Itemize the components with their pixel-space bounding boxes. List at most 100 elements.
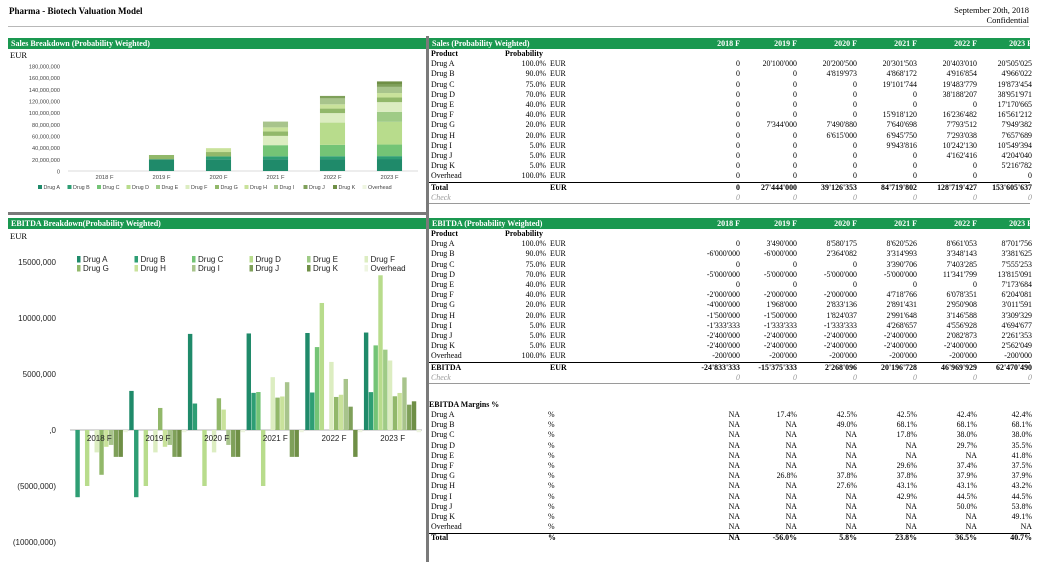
ebitda-year-header: 2023 F [1009, 219, 1032, 228]
value-cell: -2'400'000 [706, 331, 740, 340]
value-cell: 0 [853, 110, 857, 120]
value-cell: -6'000'000 [706, 249, 740, 259]
margin-value-cell: NA [728, 491, 740, 501]
ebitda-bar [240, 430, 246, 433]
x-tick-label: 2021 F [266, 175, 285, 181]
product-cell: Drug E [431, 280, 455, 289]
margin-value-cell: NA [905, 501, 917, 511]
total-value-cell: 39'126'353 [821, 182, 857, 192]
ebitda-bar [338, 394, 344, 430]
value-cell: -5'000'000 [823, 269, 857, 279]
value-cell: 0 [913, 100, 917, 109]
table-row: Drug D 70.0% EUR 0 0 0 0 38'188'207 38'951'971 [429, 89, 1032, 100]
value-cell: 0 [853, 79, 857, 89]
value-cell: 10'549'394 [997, 140, 1032, 150]
unit-cell: EUR [550, 331, 566, 340]
sales-bar-segment [319, 98, 346, 105]
ebitda-bar [167, 430, 172, 445]
margins-total-value-cell: 5.8% [839, 533, 857, 543]
probability-cell: 100.0% [521, 59, 546, 69]
product-cell: Drug G [431, 300, 455, 310]
value-cell: 6'615'000 [826, 130, 857, 140]
y-tick-label: 80,000,000 [32, 123, 60, 129]
table-row: Drug E 40.0% EUR 0 0 0 0 0 17'170'665 [429, 100, 1032, 110]
product-cell: Drug D [431, 89, 455, 99]
ebitda-bar [129, 390, 134, 430]
value-cell: 0 [793, 140, 797, 150]
ebitda-bar [284, 382, 290, 430]
value-cell: 5'216'782 [1001, 161, 1032, 171]
value-cell: 4'718'766 [886, 290, 917, 300]
total-value-cell: 62'470'490 [996, 362, 1032, 372]
x-tick-label: 2023 F [380, 434, 405, 443]
legend-swatch [156, 185, 160, 189]
margin-value-cell: 37.9% [1011, 471, 1032, 481]
unit-cell: EUR [550, 69, 566, 79]
ebitda_table-total-rule [429, 362, 1030, 364]
ebitda-bar [246, 333, 251, 430]
probability-column-header: Probability [505, 229, 543, 238]
unit-cell: EUR [550, 130, 566, 140]
margins-row: Drug J% NA NA NA NA 50.0% 53.8% [429, 501, 1032, 512]
margins-unit-cell: % [548, 481, 555, 491]
value-cell: -2'400'000 [883, 341, 917, 351]
margin-value-cell: NA [965, 512, 977, 521]
y-tick-label: 100,000,000 [29, 111, 60, 117]
value-cell: 4'966'022 [1001, 69, 1032, 79]
value-cell: 20'200'500 [822, 59, 857, 69]
ebitda-bar [416, 430, 422, 433]
margin-value-cell: NA [845, 522, 857, 532]
sales-bar-segment [205, 159, 232, 171]
legend-swatch [192, 265, 196, 272]
margins-total-value-cell: NA [728, 533, 740, 543]
value-cell: 15'918'120 [882, 110, 917, 120]
y-tick-label: 60,000,000 [32, 135, 60, 141]
value-cell: 20'505'025 [997, 59, 1032, 69]
value-cell: 20'403'010 [942, 59, 977, 69]
table-row: Drug C 75.0% EUR 0 0 0 19'101'744 19'483'779 19'… [429, 79, 1032, 90]
value-cell: 0 [793, 89, 797, 99]
value-cell: 7'173'684 [1001, 280, 1032, 289]
unit-cell: EUR [550, 89, 566, 99]
total-unit: EUR [550, 362, 567, 372]
value-cell: -5'000'000 [763, 269, 797, 279]
margin-value-cell: NA [965, 450, 977, 460]
margin-value-cell: NA [965, 522, 977, 532]
unit-cell: EUR [550, 290, 566, 300]
ebitda-bar [235, 430, 241, 457]
product-cell: Drug F [431, 290, 454, 300]
y-tick-label: 140,000,000 [29, 88, 60, 94]
value-cell: 2'833'136 [826, 300, 857, 310]
probability-cell: 100.0% [521, 171, 546, 181]
value-cell: 0 [793, 130, 797, 140]
sales-table-title: Sales (Probability Weighted) [432, 39, 530, 48]
margin-value-cell: NA [845, 512, 857, 521]
x-tick-label: 2018 F [95, 175, 114, 181]
table-row: Drug E 40.0% EUR 0 0 0 0 0 7'173'684 [429, 280, 1032, 290]
margin-value-cell: NA [905, 512, 917, 521]
sales-breakdown-chart: 180,000,000 160,000,000 140,000,000 120,000… [29, 65, 418, 191]
margin-value-cell: 42.4% [1011, 410, 1032, 419]
ebitda-bar [299, 430, 304, 433]
ebitda_table-check-rule [429, 383, 1030, 384]
probability-cell: 100.0% [521, 351, 546, 361]
value-cell: 0 [736, 59, 740, 69]
margin-value-cell: NA [728, 440, 740, 450]
ebitda-bar [363, 332, 369, 430]
check-value-cell: 0 [913, 372, 917, 382]
margin-value-cell: 29.7% [956, 440, 977, 450]
sales-bar-segment [262, 131, 289, 136]
total-label: Total [431, 182, 449, 192]
value-cell: 1'824'037 [826, 310, 857, 320]
sales-table-header: Sales (Probability Weighted) 2018 F 2019 … [429, 38, 1032, 49]
margin-value-cell: 38.0% [956, 430, 977, 440]
value-cell: -200'000 [712, 351, 740, 361]
check-value-cell: 0 [793, 192, 797, 202]
margins-row: Drug E% NA NA NA NA NA 41.8% [429, 450, 1032, 461]
margins-row: Overhead% NA NA NA NA NA NA [429, 522, 1032, 532]
margins-unit-cell: % [548, 450, 555, 460]
value-cell: 2'562'049 [1001, 341, 1032, 351]
total-value-cell: 0 [736, 182, 740, 192]
x-tick-label: 2020 F [204, 434, 229, 443]
value-cell: 7'657'689 [1001, 130, 1032, 140]
